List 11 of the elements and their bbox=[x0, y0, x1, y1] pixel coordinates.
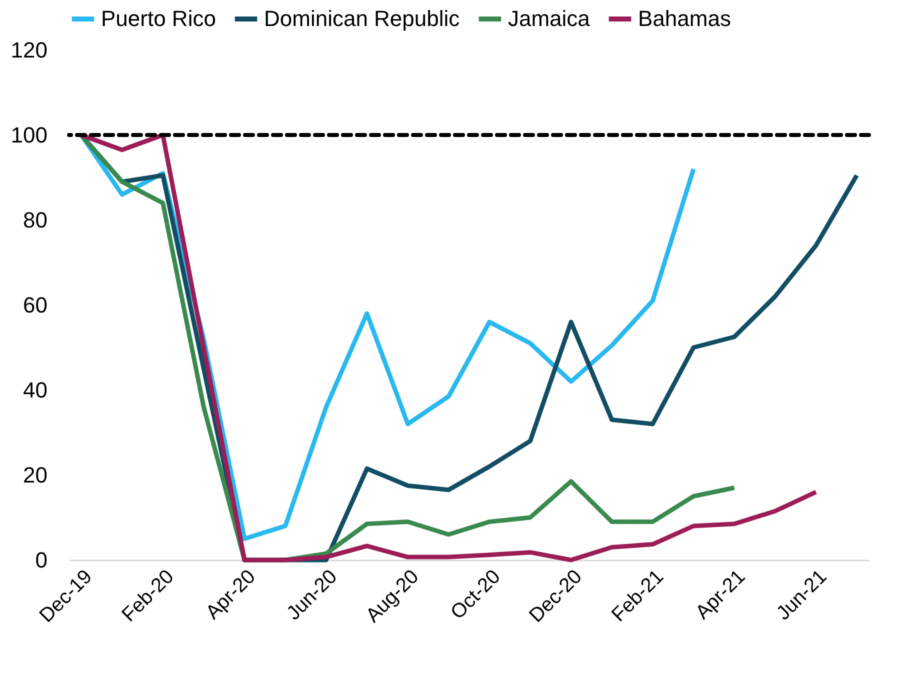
y-tick-label: 20 bbox=[23, 462, 48, 488]
legend-label: Dominican Republic bbox=[264, 6, 460, 31]
legend-label: Bahamas bbox=[638, 6, 731, 31]
y-tick-label: 100 bbox=[10, 122, 48, 148]
legend-label: Puerto Rico bbox=[101, 6, 216, 31]
y-tick-label: 0 bbox=[35, 548, 48, 572]
y-tick-label: 60 bbox=[23, 292, 48, 318]
y-tick-label: 120 bbox=[10, 38, 48, 62]
y-tick-label: 40 bbox=[23, 378, 48, 402]
legend-label: Jamaica bbox=[508, 6, 591, 31]
y-tick-label: 80 bbox=[23, 208, 48, 232]
